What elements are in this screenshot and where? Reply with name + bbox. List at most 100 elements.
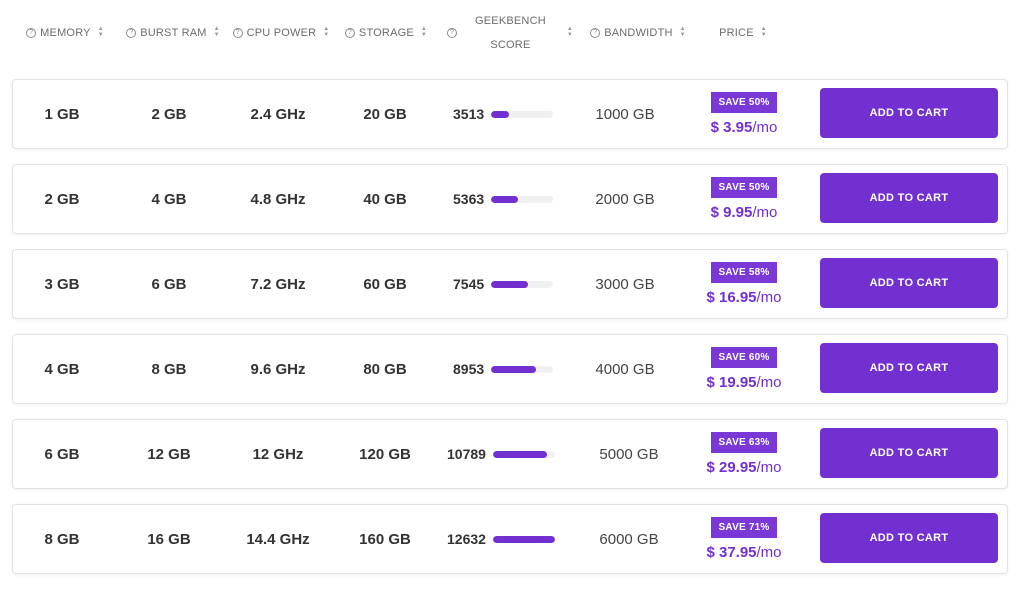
price-amount: $ 19.95 bbox=[706, 374, 757, 391]
price-amount: $ 29.95 bbox=[706, 459, 757, 476]
memory-value: 6 GB bbox=[44, 445, 80, 463]
table-header: ? MEMORY ▲ ▼ ? BURST RAM ▲ ▼ ? CPU POWER ▲… bbox=[0, 0, 1020, 72]
sort-icon[interactable]: ▲ ▼ bbox=[679, 26, 686, 38]
help-icon[interactable]: ? bbox=[344, 28, 355, 38]
geekbench-bar-fill bbox=[491, 280, 529, 288]
column-header-label: BANDWIDTH bbox=[604, 27, 673, 39]
geekbench-score: 7545 bbox=[453, 250, 593, 318]
add-to-cart-button[interactable]: ADD TO CART bbox=[820, 88, 998, 138]
sort-icon[interactable]: ▲ ▼ bbox=[760, 26, 767, 38]
table-row: 2 GB 4 GB 4.8 GHz 40 GB 5363 2000 GB SAV… bbox=[12, 164, 1008, 234]
cpu-power-value: 4.8 GHz bbox=[250, 190, 306, 208]
geekbench-value: 8953 bbox=[453, 361, 485, 377]
help-icon[interactable]: ? bbox=[26, 28, 37, 38]
price-period: /mo bbox=[756, 374, 782, 391]
geekbench-bar-fill bbox=[492, 450, 547, 458]
geekbench-score: 12632 bbox=[447, 505, 593, 573]
column-header-label: GEEKBENCH bbox=[474, 15, 546, 27]
burst-ram-value: 16 GB bbox=[147, 530, 191, 548]
add-to-cart-button[interactable]: ADD TO CART bbox=[820, 513, 998, 563]
sort-icon[interactable]: ▲ ▼ bbox=[213, 26, 220, 38]
geekbench-value: 12632 bbox=[447, 531, 486, 547]
burst-ram-value: 4 GB bbox=[151, 190, 187, 208]
geekbench-bar-fill bbox=[491, 365, 536, 373]
sort-icon[interactable]: ▲ ▼ bbox=[97, 26, 104, 38]
cpu-power-value: 12 GHz bbox=[252, 445, 304, 463]
storage-value: 60 GB bbox=[363, 275, 407, 293]
price-text: $ 3.95/mo bbox=[711, 119, 778, 136]
price-block: SAVE 58% $ 16.95/mo bbox=[689, 250, 799, 318]
table-row: 8 GB 16 GB 14.4 GHz 160 GB 12632 6000 GB… bbox=[12, 504, 1008, 574]
price-amount: $ 16.95 bbox=[706, 289, 757, 306]
memory-value: 1 GB bbox=[44, 105, 80, 123]
save-badge: SAVE 60% bbox=[710, 347, 778, 368]
price-period: /mo bbox=[752, 119, 778, 136]
geekbench-bar-fill bbox=[491, 110, 509, 118]
add-to-cart-button[interactable]: ADD TO CART bbox=[820, 258, 998, 308]
geekbench-bar-fill bbox=[492, 535, 555, 543]
help-icon[interactable]: ? bbox=[126, 28, 137, 38]
column-header-memory[interactable]: ? MEMORY ▲ ▼ bbox=[20, 0, 110, 66]
save-badge: SAVE 50% bbox=[710, 92, 778, 113]
bandwidth-value: 4000 GB bbox=[595, 360, 655, 378]
column-header-burst-ram[interactable]: ? BURST RAM ▲ ▼ bbox=[122, 0, 224, 66]
burst-ram-value: 2 GB bbox=[151, 105, 187, 123]
column-header-cpu-power[interactable]: ? CPU POWER ▲ ▼ bbox=[228, 0, 334, 66]
column-header-geekbench[interactable]: ? GEEKBENCH SCORE ▲ ▼ bbox=[436, 0, 584, 66]
cpu-power-value: 14.4 GHz bbox=[246, 530, 310, 548]
geekbench-value: 3513 bbox=[453, 106, 485, 122]
cpu-power-value: 2.4 GHz bbox=[250, 105, 306, 123]
column-header-bandwidth[interactable]: ? BANDWIDTH ▲ ▼ bbox=[585, 0, 691, 66]
cpu-power-value: 9.6 GHz bbox=[250, 360, 306, 378]
sort-icon[interactable]: ▲ ▼ bbox=[323, 26, 330, 38]
bandwidth-value: 6000 GB bbox=[599, 530, 659, 548]
burst-ram-value: 6 GB bbox=[151, 275, 187, 293]
column-header-label: STORAGE bbox=[358, 27, 414, 39]
column-header-label: SCORE bbox=[490, 39, 531, 51]
price-period: /mo bbox=[756, 289, 782, 306]
help-icon[interactable]: ? bbox=[232, 28, 243, 38]
geekbench-value: 7545 bbox=[453, 276, 485, 292]
table-row: 1 GB 2 GB 2.4 GHz 20 GB 3513 1000 GB SAV… bbox=[12, 79, 1008, 149]
geekbench-bar bbox=[491, 110, 554, 118]
column-header-label: MEMORY bbox=[40, 27, 91, 39]
bandwidth-value: 3000 GB bbox=[595, 275, 655, 293]
burst-ram-value: 12 GB bbox=[147, 445, 191, 463]
price-text: $ 29.95/mo bbox=[706, 459, 781, 476]
geekbench-value: 5363 bbox=[453, 191, 485, 207]
help-icon[interactable]: ? bbox=[446, 28, 457, 38]
storage-value: 160 GB bbox=[359, 530, 411, 548]
geekbench-score: 8953 bbox=[453, 335, 593, 403]
price-period: /mo bbox=[756, 459, 782, 476]
column-header-storage[interactable]: ? STORAGE ▲ ▼ bbox=[338, 0, 434, 66]
price-block: SAVE 50% $ 3.95/mo bbox=[689, 80, 799, 148]
geekbench-bar bbox=[491, 365, 554, 373]
price-block: SAVE 60% $ 19.95/mo bbox=[689, 335, 799, 403]
geekbench-bar bbox=[491, 280, 554, 288]
column-header-price[interactable]: PRICE ▲ ▼ bbox=[700, 0, 786, 66]
save-badge: SAVE 71% bbox=[710, 517, 778, 538]
add-to-cart-button[interactable]: ADD TO CART bbox=[820, 343, 998, 393]
price-period: /mo bbox=[756, 544, 782, 561]
price-text: $ 19.95/mo bbox=[706, 374, 781, 391]
table-row: 6 GB 12 GB 12 GHz 120 GB 10789 5000 GB S… bbox=[12, 419, 1008, 489]
save-badge: SAVE 58% bbox=[710, 262, 778, 283]
price-text: $ 9.95/mo bbox=[711, 204, 778, 221]
add-to-cart-button[interactable]: ADD TO CART bbox=[820, 428, 998, 478]
geekbench-bar bbox=[492, 450, 555, 458]
geekbench-value: 10789 bbox=[447, 446, 486, 462]
cpu-power-value: 7.2 GHz bbox=[250, 275, 306, 293]
price-amount: $ 9.95 bbox=[710, 204, 753, 221]
price-amount: $ 3.95 bbox=[710, 119, 753, 136]
table-row: 3 GB 6 GB 7.2 GHz 60 GB 7545 3000 GB SAV… bbox=[12, 249, 1008, 319]
save-badge: SAVE 50% bbox=[710, 177, 778, 198]
help-icon[interactable]: ? bbox=[590, 28, 601, 38]
storage-value: 80 GB bbox=[363, 360, 407, 378]
memory-value: 3 GB bbox=[44, 275, 80, 293]
add-to-cart-button[interactable]: ADD TO CART bbox=[820, 173, 998, 223]
storage-value: 20 GB bbox=[363, 105, 407, 123]
geekbench-bar bbox=[492, 535, 555, 543]
sort-icon[interactable]: ▲ ▼ bbox=[420, 26, 428, 38]
sort-icon[interactable]: ▲ ▼ bbox=[566, 26, 573, 38]
price-text: $ 37.95/mo bbox=[706, 544, 781, 561]
